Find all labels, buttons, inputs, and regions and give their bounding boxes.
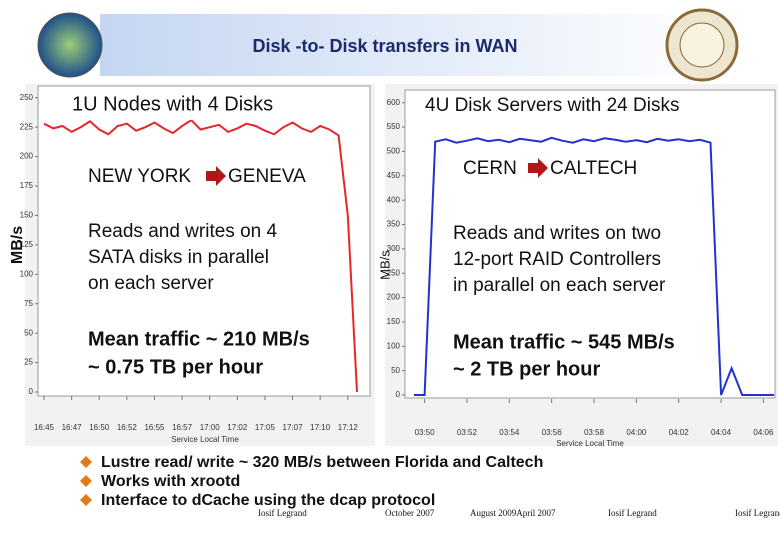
y-tick-label: 300 (387, 244, 401, 253)
heading: 1U Nodes with 4 Disks (72, 93, 273, 115)
plot-area (37, 85, 371, 397)
y-tick-label: 0 (29, 387, 34, 396)
bullet: Interface to dCache using the dcap proto… (101, 492, 435, 509)
x-tick-label: 16:55 (144, 423, 165, 432)
footer: Iosif Legrand (258, 508, 307, 518)
y-tick-label: 75 (24, 299, 33, 308)
mean: ~ 0.75 TB per hour (88, 356, 263, 378)
y-tick-label: 0 (396, 390, 401, 399)
y-tick-label: 200 (20, 152, 34, 161)
y-tick-label: 50 (391, 366, 400, 375)
bullet: Works with xrootd (101, 473, 240, 490)
detail: in parallel on each server (453, 275, 666, 296)
arrow (206, 166, 226, 186)
y-tick-label: 250 (387, 268, 401, 277)
y-tick-label: 50 (24, 328, 33, 337)
logo-right-inner (679, 22, 725, 68)
line-series (43, 118, 358, 393)
x-tick-label: 17:00 (200, 423, 221, 432)
detail: Reads and writes on two (453, 223, 661, 244)
footer: Iosif Legrand (735, 508, 780, 518)
x-tick-label: 03:52 (457, 428, 478, 437)
x-tick-label: 03:54 (499, 428, 520, 437)
y-tick-label: 100 (20, 269, 34, 278)
heading-box (420, 92, 742, 120)
y-axis-title: MB/s (377, 250, 392, 280)
x-tick-label: 16:52 (117, 423, 138, 432)
footer: October 2007 (385, 508, 435, 518)
y-tick-label: 100 (387, 341, 401, 350)
x-tick-label: 04:00 (626, 428, 647, 437)
x-tick-label: 04:02 (669, 428, 690, 437)
y-tick-label: 450 (387, 171, 401, 180)
heading: 4U Disk Servers with 24 Disks (425, 95, 679, 116)
x-tick-label: 03:56 (542, 428, 563, 437)
route-to: CALTECH (550, 158, 637, 179)
footer: Iosif Legrand (608, 508, 657, 518)
heading-box (68, 90, 358, 120)
x-tick-label: 04:04 (711, 428, 732, 437)
mean: Mean traffic ~ 210 MB/s (88, 328, 310, 350)
x-axis-title: Service Local Time (171, 435, 239, 444)
y-tick-label: 500 (387, 147, 401, 156)
y-tick-label: 250 (20, 93, 34, 102)
y-axis-title: MB/s (9, 226, 26, 264)
x-tick-label: 17:07 (283, 423, 304, 432)
mean: ~ 2 TB per hour (453, 358, 600, 380)
y-tick-label: 150 (20, 211, 34, 220)
y-tick-label: 550 (387, 122, 401, 131)
y-tick-label: 125 (20, 240, 34, 249)
detail: Reads and writes on 4 (88, 221, 277, 242)
detail: 12-port RAID Controllers (453, 249, 661, 270)
y-tick-label: 600 (387, 98, 401, 107)
y-tick-label: 150 (387, 317, 401, 326)
bullet-icon (80, 494, 92, 506)
mean: Mean traffic ~ 545 MB/s (453, 331, 675, 353)
x-tick-label: 16:47 (62, 423, 83, 432)
bullet-icon (80, 456, 92, 468)
y-tick-label: 225 (20, 122, 34, 131)
y-tick-label: 200 (387, 293, 401, 302)
x-tick-label: 04:06 (753, 428, 774, 437)
y-tick-label: 350 (387, 220, 401, 229)
x-tick-label: 17:02 (227, 423, 248, 432)
footer: August 2009April 2007 (470, 508, 556, 518)
x-tick-label: 17:10 (310, 423, 331, 432)
x-tick-label: 17:12 (338, 423, 359, 432)
bullet-icon (80, 475, 92, 487)
route-from: NEW YORK (88, 166, 191, 187)
x-tick-label: 16:45 (34, 423, 55, 432)
x-tick-label: 16:57 (172, 423, 193, 432)
arrow (528, 158, 548, 178)
x-tick-label: 17:05 (255, 423, 276, 432)
y-tick-label: 25 (24, 358, 33, 367)
route-from: CERN (463, 158, 517, 179)
route-to: GENEVA (228, 166, 306, 187)
y-tick-label: 175 (20, 181, 34, 190)
detail: SATA disks in parallel (88, 247, 269, 268)
x-axis-title: Service Local Time (556, 439, 624, 448)
x-tick-label: 03:50 (415, 428, 436, 437)
x-tick-label: 16:50 (89, 423, 110, 432)
logo-left (37, 12, 103, 78)
header-band (100, 14, 720, 76)
line-series (414, 136, 774, 396)
detail: on each server (88, 273, 214, 294)
x-tick-label: 03:58 (584, 428, 605, 437)
slide-title: Disk -to- Disk transfers in WAN (252, 36, 517, 56)
y-tick-label: 400 (387, 195, 401, 204)
bullet: Lustre read/ write ~ 320 MB/s between Fl… (101, 454, 543, 471)
